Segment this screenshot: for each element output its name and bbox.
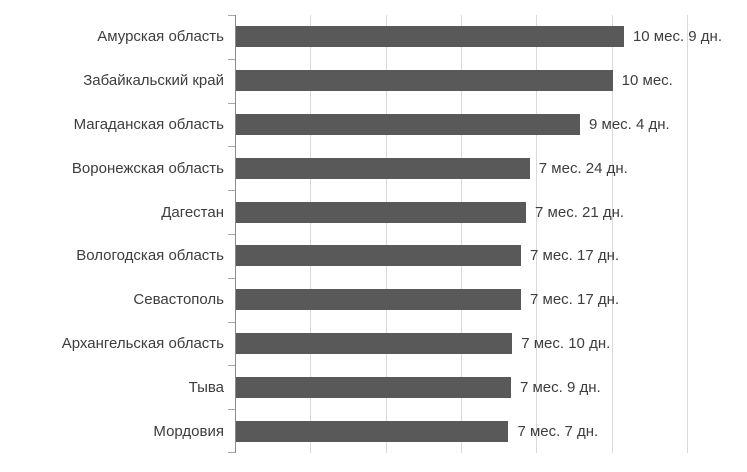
bar xyxy=(236,332,513,354)
axis-tick xyxy=(228,102,235,104)
category-label: Тыва xyxy=(188,378,224,396)
value-label: 7 мес. 9 дн. xyxy=(519,378,601,396)
value-label: 10 мес. 9 дн. xyxy=(632,28,723,46)
row-plot: 7 мес. 17 дн. xyxy=(236,289,747,311)
gridline xyxy=(385,15,387,453)
chart-row: Вологодская область 7 мес. 17 дн. xyxy=(0,234,747,278)
chart-rows: Амурская область 10 мес. 9 дн. Забайкаль… xyxy=(0,15,747,453)
value-label: 7 мес. 17 дн. xyxy=(530,291,620,309)
value-label: 7 мес. 10 дн. xyxy=(521,334,611,352)
chart-row: Дагестан 7 мес. 21 дн. xyxy=(0,190,747,234)
axis-tick xyxy=(228,15,235,16)
value-label: 7 мес. 24 дн. xyxy=(538,159,628,177)
category-label: Амурская область xyxy=(97,28,224,46)
chart-row: Амурская область 10 мес. 9 дн. xyxy=(0,15,747,59)
category-label: Архангельская область xyxy=(61,334,224,352)
gridline xyxy=(611,15,613,453)
gridline xyxy=(687,15,688,453)
chart-row: Севастополь 7 мес. 17 дн. xyxy=(0,278,747,322)
axis-tick xyxy=(228,234,235,235)
value-label: 10 мес. xyxy=(621,72,673,90)
chart-row: Мордовия 7 мес. 7 дн. xyxy=(0,409,747,453)
bar xyxy=(236,201,527,223)
category-label: Дагестан xyxy=(161,203,224,221)
row-plot: 7 мес. 24 дн. xyxy=(236,157,747,179)
category-label: Магаданская область xyxy=(73,115,224,133)
row-plot: 7 мес. 10 дн. xyxy=(236,332,747,354)
axis-tick xyxy=(228,277,235,279)
row-plot: 9 мес. 4 дн. xyxy=(236,113,747,135)
axis-tick xyxy=(228,58,235,60)
bar xyxy=(236,26,624,48)
chart-row: Архангельская область 7 мес. 10 дн. xyxy=(0,322,747,366)
value-label: 7 мес. 17 дн. xyxy=(530,247,620,265)
row-plot: 10 мес. 9 дн. xyxy=(236,26,747,48)
chart-row: Тыва 7 мес. 9 дн. xyxy=(0,365,747,409)
value-label: 9 мес. 4 дн. xyxy=(589,115,670,133)
axis-tick xyxy=(228,146,235,148)
axis-tick xyxy=(228,409,235,411)
value-label: 7 мес. 21 дн. xyxy=(535,203,625,221)
bar xyxy=(236,157,530,179)
value-label: 7 мес. 7 дн. xyxy=(517,422,599,440)
category-label: Севастополь xyxy=(133,291,224,309)
bar xyxy=(236,420,509,442)
category-label: Мордовия xyxy=(153,422,224,440)
bar xyxy=(236,245,521,267)
chart-row: Забайкальский край 10 мес. xyxy=(0,59,747,103)
gridline xyxy=(536,15,538,453)
row-plot: 7 мес. 21 дн. xyxy=(236,201,747,223)
row-plot: 7 мес. 17 дн. xyxy=(236,245,747,267)
axis-tick xyxy=(228,452,235,453)
gridline xyxy=(310,15,312,453)
axis-tick xyxy=(228,365,235,367)
row-plot: 10 мес. xyxy=(236,70,747,92)
bar xyxy=(236,70,613,92)
category-label: Забайкальский край xyxy=(83,72,224,90)
chart-row: Магаданская область 9 мес. 4 дн. xyxy=(0,103,747,147)
bar xyxy=(236,376,511,398)
axis-tick xyxy=(228,190,235,192)
plot-area xyxy=(228,15,688,453)
chart-row: Воронежская область 7 мес. 24 дн. xyxy=(0,146,747,190)
gridline xyxy=(461,15,462,453)
row-plot: 7 мес. 7 дн. xyxy=(236,420,747,442)
category-label: Вологодская область xyxy=(76,247,224,265)
bar xyxy=(236,113,581,135)
row-plot: 7 мес. 9 дн. xyxy=(236,376,747,398)
bar xyxy=(236,289,521,311)
category-label: Воронежская область xyxy=(71,159,224,177)
axis-tick xyxy=(228,321,235,323)
